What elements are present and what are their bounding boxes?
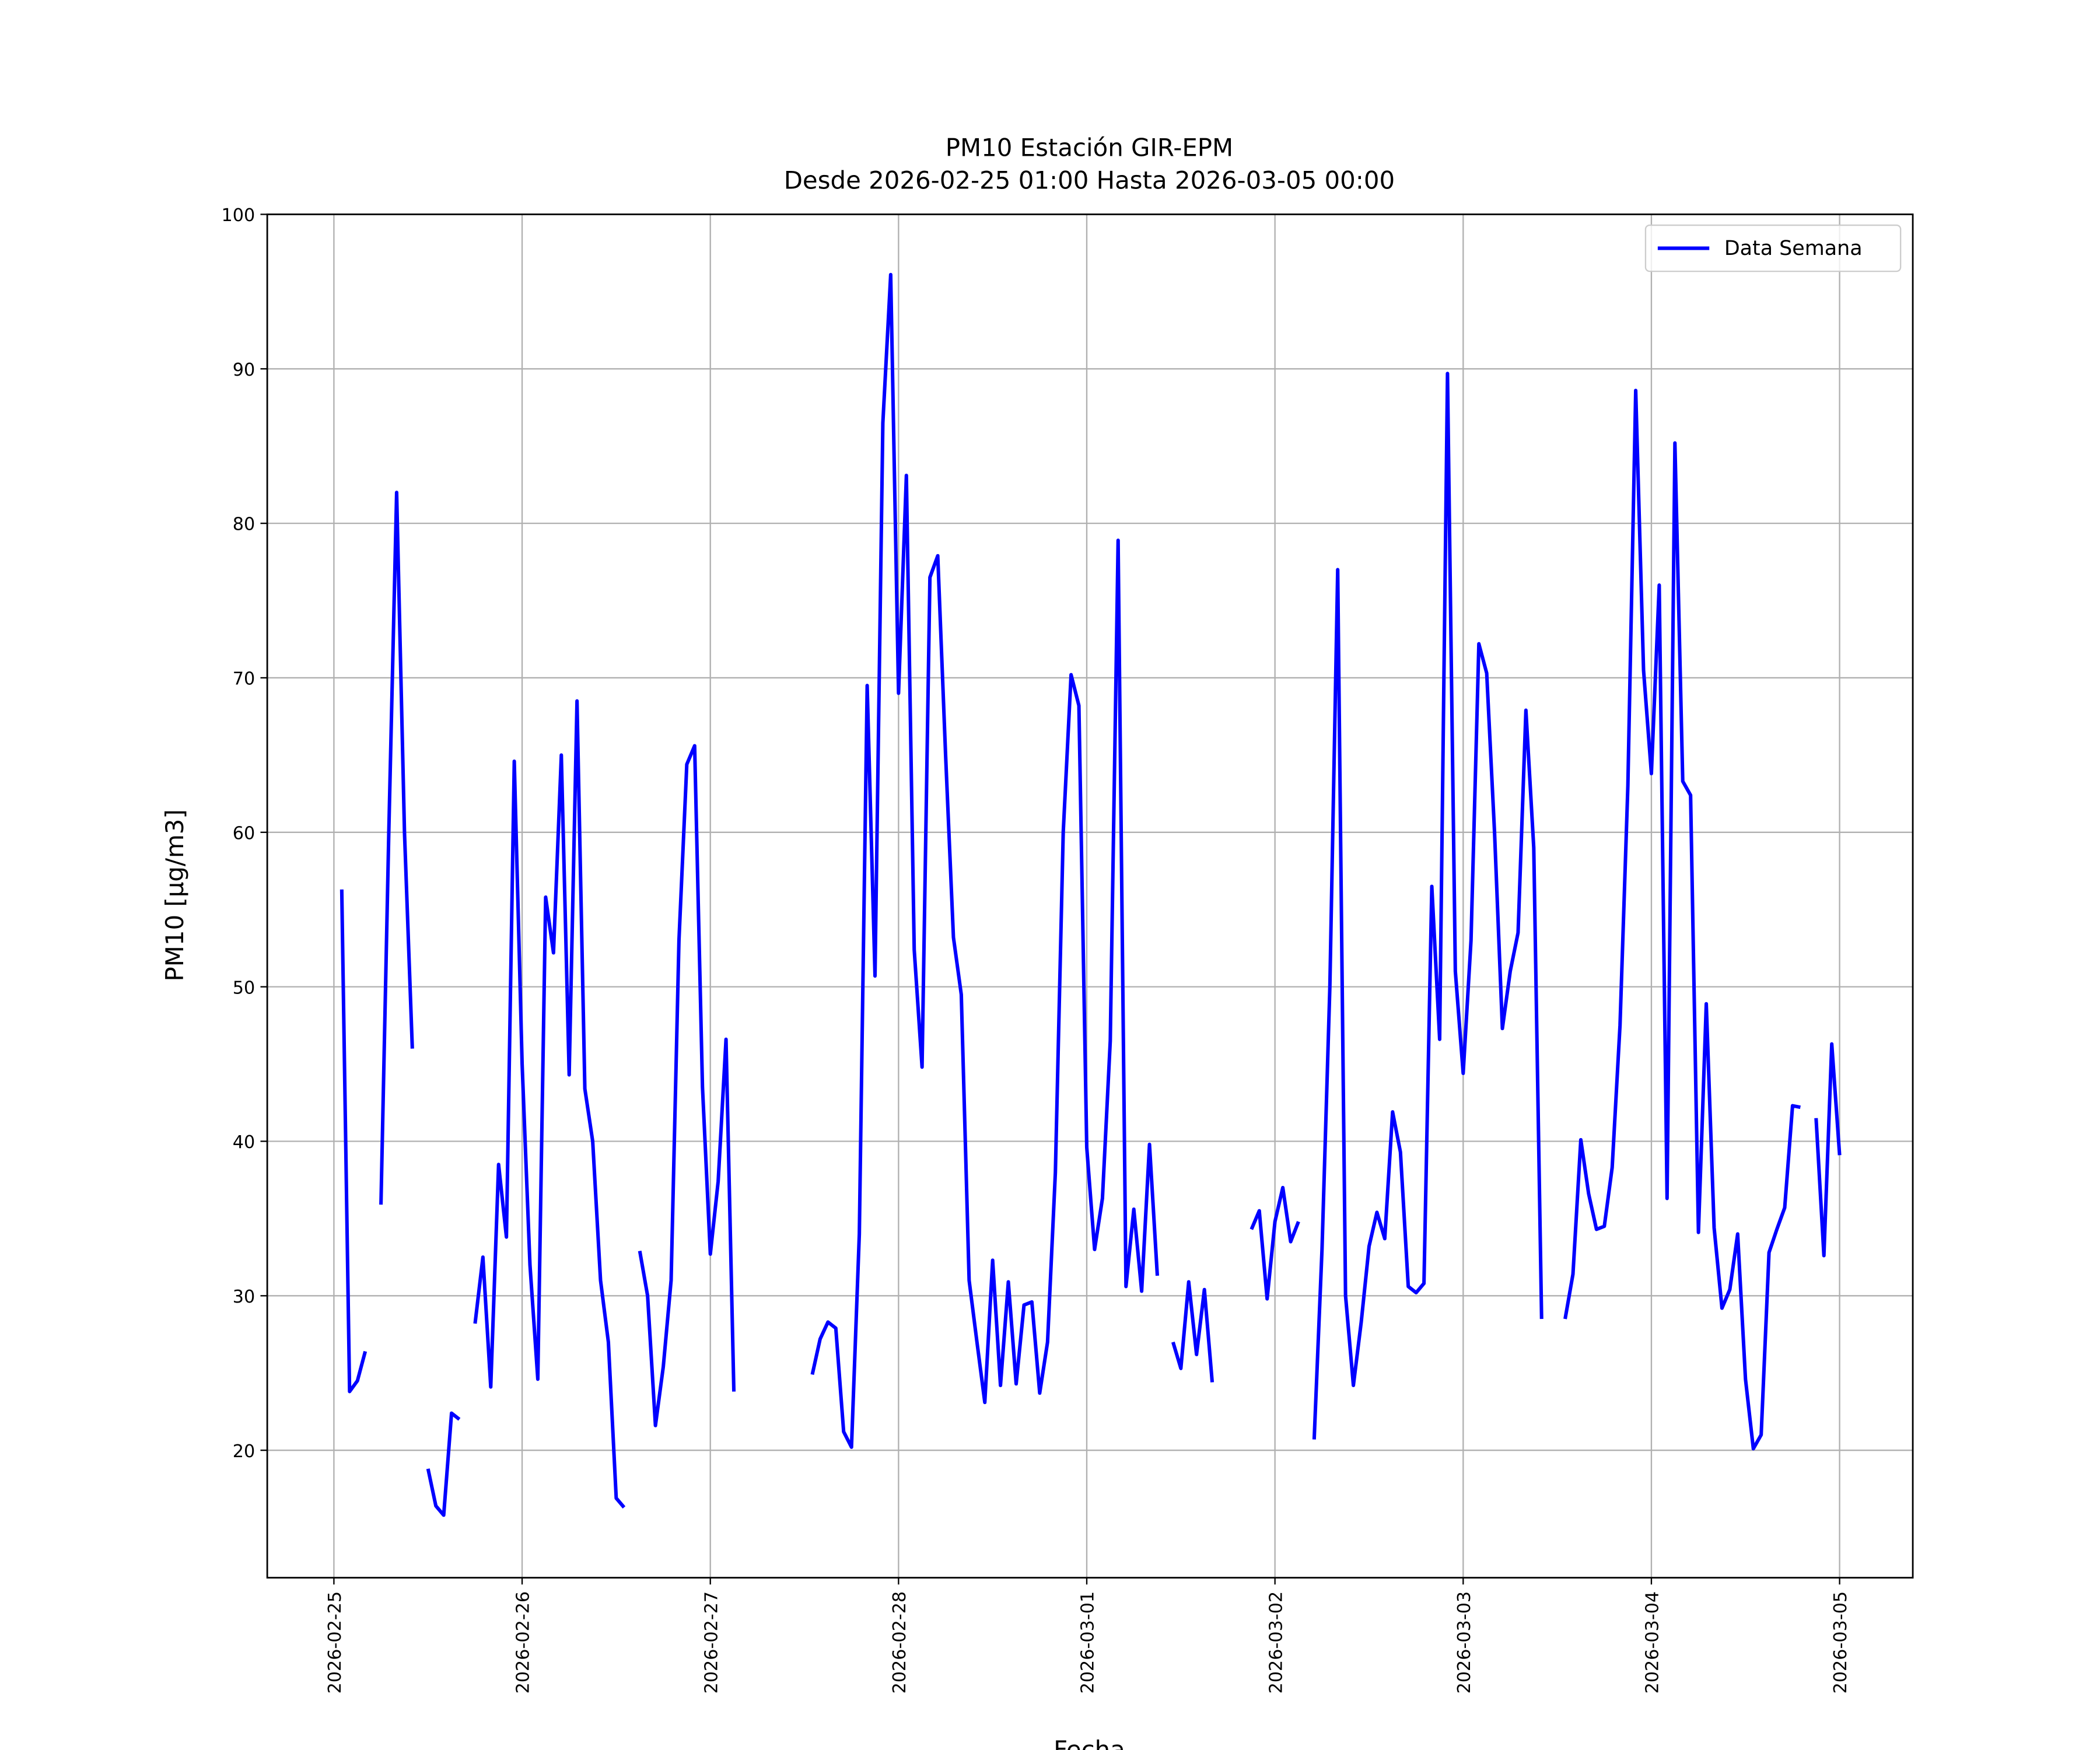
x-axis-label: Fecha [1054, 1735, 1125, 1750]
y-tick-label: 70 [233, 669, 255, 690]
plot-frame [266, 214, 1914, 1579]
x-tick-label: 2026-02-28 [890, 1591, 910, 1694]
x-tick-label: 2026-03-02 [1266, 1591, 1286, 1694]
x-tick-label: 2026-03-05 [1831, 1591, 1851, 1694]
x-tick-label: 2026-03-01 [1078, 1591, 1098, 1694]
x-tick-label: 2026-03-03 [1454, 1591, 1475, 1694]
x-tick-label: 2026-02-27 [701, 1591, 722, 1694]
y-tick-label: 30 [233, 1287, 255, 1307]
legend-box [1644, 224, 1902, 272]
y-tick-label: 50 [233, 978, 255, 998]
y-tick-label: 40 [233, 1132, 255, 1153]
y-tick-label: 90 [233, 360, 255, 380]
y-tick-label: 80 [233, 514, 255, 535]
y-tick-label: 100 [222, 205, 256, 226]
y-axis-label: PM10 [μg/m3] [160, 809, 189, 981]
chart-subtitle: Desde 2026-02-25 01:00 Hasta 2026-03-05 … [784, 166, 1395, 194]
legend: Data Semana [1644, 224, 1902, 272]
chart-title: PM10 Estación GIR-EPM [946, 133, 1233, 162]
x-tick-label: 2026-02-25 [325, 1591, 345, 1694]
data-line [340, 272, 1842, 1517]
x-tick-label: 2026-02-26 [513, 1591, 534, 1694]
legend-label: Data Semana [1724, 237, 1863, 260]
y-tick-label: 60 [233, 823, 255, 844]
x-tick-label: 2026-03-04 [1643, 1591, 1663, 1694]
y-tick-label: 20 [233, 1441, 255, 1462]
